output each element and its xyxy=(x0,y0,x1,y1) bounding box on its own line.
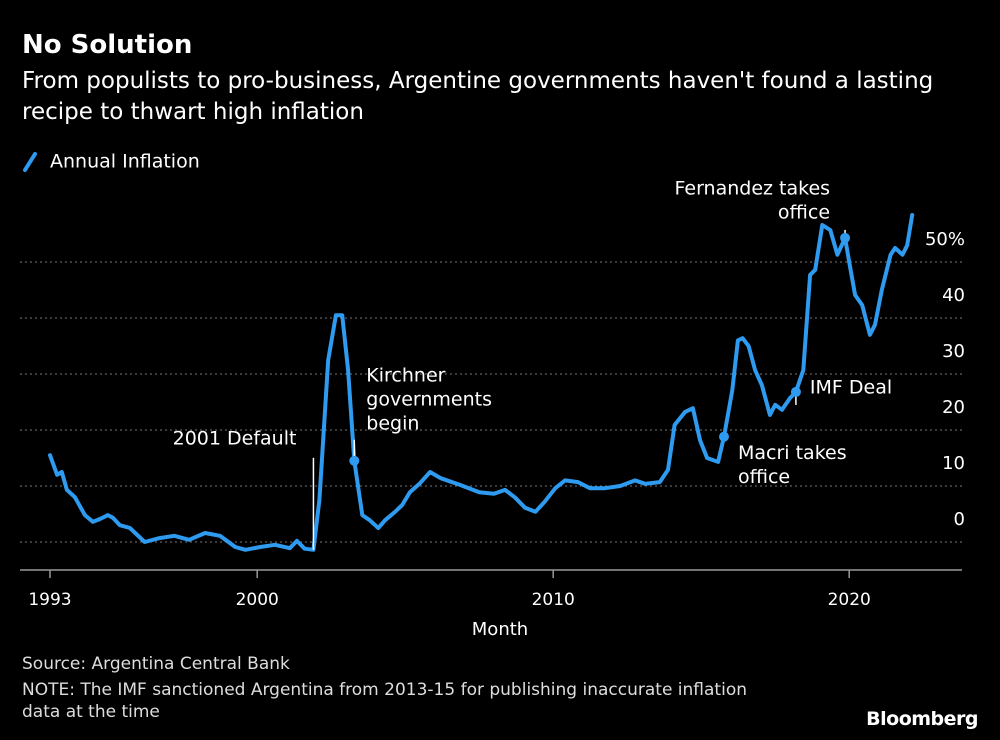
x-tick-label: 2020 xyxy=(828,590,871,610)
x-axis-label: Month xyxy=(472,619,528,640)
x-tick-label: 1993 xyxy=(28,590,71,610)
y-tick-label: 10 xyxy=(942,453,965,474)
annotation-label: Kirchner xyxy=(366,364,445,386)
annotation-label: governments xyxy=(366,388,492,410)
y-tick-label: 40 xyxy=(942,285,965,306)
annotation-label: Fernandez takes xyxy=(674,177,830,199)
annotation-label: begin xyxy=(366,412,419,434)
chart-title: No Solution xyxy=(22,30,193,60)
annotation-label: IMF Deal xyxy=(810,376,892,398)
annotation-dot xyxy=(718,431,729,442)
y-tick-label: 50% xyxy=(925,229,965,250)
annotation-label: office xyxy=(738,466,790,488)
brand: Bloomberg xyxy=(866,708,978,730)
y-tick-label: 0 xyxy=(954,509,965,530)
annotation-dot xyxy=(349,455,360,466)
note: NOTE: The IMF sanctioned Argentina from … xyxy=(22,680,747,722)
annotation-label: office xyxy=(778,201,830,223)
x-tick-label: 2010 xyxy=(532,590,575,610)
y-tick-label: 30 xyxy=(942,341,965,362)
annotation-label: Macri takes xyxy=(738,442,847,464)
chart-subtitle: From populists to pro-business, Argentin… xyxy=(22,68,934,125)
source: Source: Argentina Central Bank xyxy=(22,654,290,674)
y-tick-label: 20 xyxy=(942,397,965,418)
annotation-label: 2001 Default xyxy=(173,427,297,449)
x-tick-label: 2000 xyxy=(236,590,279,610)
annotation-dot xyxy=(840,232,851,243)
series-line xyxy=(48,213,915,552)
annotation-dot xyxy=(790,386,801,397)
legend-swatch xyxy=(23,152,37,172)
legend-label: Annual Inflation xyxy=(50,151,200,173)
